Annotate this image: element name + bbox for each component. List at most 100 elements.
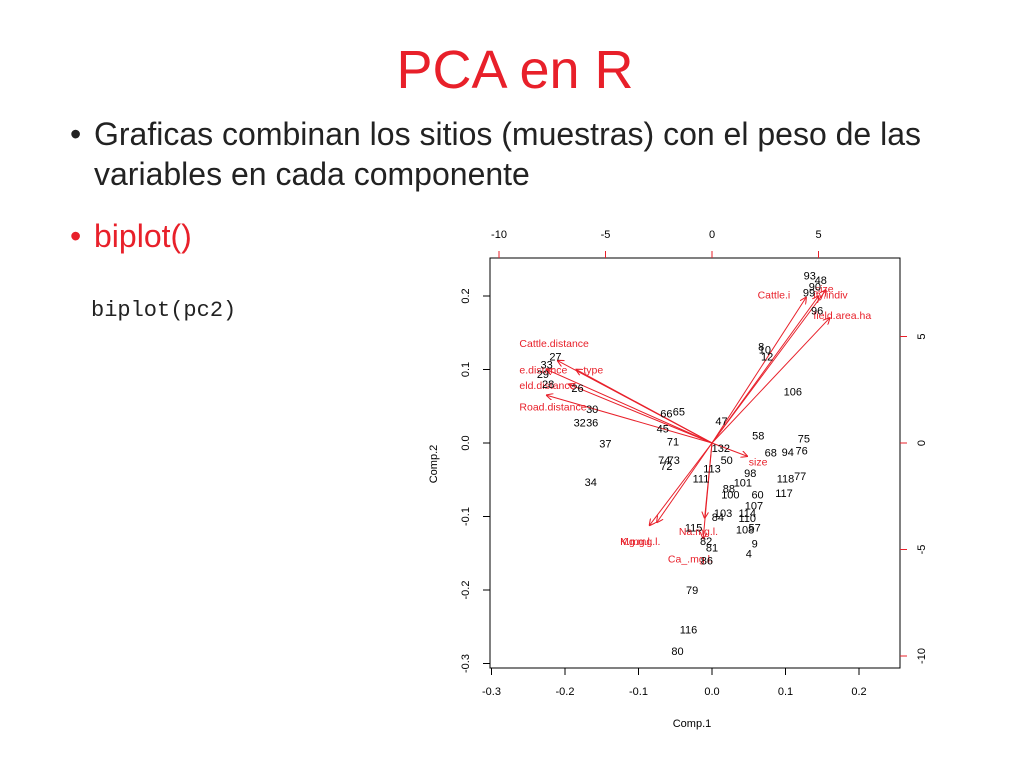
loading-label: e.distance	[519, 365, 567, 377]
site-point: 117	[775, 488, 793, 500]
site-point: 76	[796, 445, 808, 457]
loading-label: Ca_.mg.l.	[668, 553, 713, 565]
site-point: 118	[777, 473, 795, 485]
site-point: 132	[712, 443, 730, 455]
site-point: 99	[803, 287, 815, 299]
site-point: 65	[673, 406, 685, 418]
site-point: 86	[701, 556, 713, 568]
loading-arrow	[547, 370, 713, 444]
site-point: 77	[794, 471, 806, 483]
loading-label: size	[749, 456, 768, 468]
x-tick-label: 0.2	[851, 686, 866, 698]
top-tick-label: -5	[601, 229, 611, 241]
top-tick-label: -10	[491, 229, 507, 241]
axes-layer: -0.3 -0.2 -0.1 0.0 0.1 0.2 -0.3 -0.2 -0.1 0.0 0.1 0…	[460, 229, 928, 698]
site-point: 101	[734, 478, 752, 490]
x-tick-label: -0.1	[629, 686, 648, 698]
site-point: 88	[723, 484, 735, 496]
right-tick-label: -10	[916, 648, 928, 664]
site-point: 113	[703, 464, 721, 476]
y-tick-label: 0.0	[460, 435, 472, 450]
site-point: 9	[752, 539, 758, 551]
loading-arrow	[703, 442, 713, 539]
y-tick-label: -0.2	[460, 581, 472, 600]
loading-arrow	[711, 442, 747, 456]
site-point: 90	[809, 281, 821, 293]
site-point: 29	[537, 369, 549, 381]
loading-arrow	[576, 370, 713, 444]
site-point: 108	[736, 525, 754, 537]
plot-frame	[489, 257, 901, 669]
site-point: 84	[712, 512, 724, 524]
loading-arrow	[650, 442, 713, 525]
loading-arrow	[569, 384, 713, 444]
site-point: 81	[706, 542, 718, 554]
loadings-layer: Cattle.distance e.distance type eld.distanc…	[519, 284, 871, 566]
loading-label: Cattle.distance	[519, 338, 589, 350]
site-point: 32	[574, 417, 586, 429]
loading-label: Mg.mg.l.	[620, 536, 660, 548]
site-point: 82	[700, 536, 712, 548]
site-point: 100	[721, 489, 739, 501]
y-tick-label: -0.1	[460, 507, 472, 526]
right-tick-label: 0	[916, 440, 928, 446]
site-point: 27	[549, 351, 561, 363]
bullet-list: • Graficas combinan los sitios (muestras…	[64, 114, 944, 256]
site-point: 66	[660, 409, 672, 421]
site-point: 74	[658, 455, 670, 467]
site-point: 107	[745, 500, 763, 512]
y-axis-label: Comp.2	[428, 445, 440, 484]
bullet-dot-icon: •	[70, 116, 82, 152]
site-point: 98	[744, 468, 756, 480]
loading-label: size	[815, 284, 834, 296]
x-tick-label: -0.3	[482, 686, 501, 698]
points-layer: 9348909996810121067576947711811760107101…	[537, 270, 827, 658]
bullet-text: biplot()	[94, 218, 192, 254]
site-point: 94	[782, 447, 794, 459]
right-tick-label: -5	[916, 545, 928, 555]
loading-arrow	[547, 395, 713, 444]
y-tick-label: -0.3	[460, 654, 472, 673]
site-point: 10	[759, 345, 771, 357]
site-point: 33	[541, 359, 553, 371]
site-point: 47	[715, 416, 727, 428]
site-point: 110	[739, 513, 757, 525]
bullet-item: • Graficas combinan los sitios (muestras…	[64, 114, 944, 194]
site-point: 60	[751, 489, 763, 501]
site-point: 72	[660, 461, 672, 473]
y-tick-label: 0.1	[460, 362, 472, 377]
site-point: 48	[815, 275, 827, 287]
loading-arrow	[711, 297, 806, 444]
slide-title: PCA en R	[396, 40, 634, 100]
site-point: 103	[714, 508, 732, 520]
site-point: 71	[667, 437, 679, 449]
site-point: 26	[571, 383, 583, 395]
site-point: 116	[680, 625, 698, 637]
bullet-item: • biplot()	[64, 216, 944, 256]
biplot-chart: Cattle.distance e.distance type eld.distanc…	[428, 229, 928, 730]
x-tick-label: -0.2	[556, 686, 575, 698]
site-point: 45	[657, 423, 669, 435]
site-point: 114	[739, 508, 757, 520]
site-point: 58	[752, 431, 764, 443]
site-point: 106	[784, 387, 802, 399]
code-snippet: biplot(pc2)	[91, 298, 237, 323]
site-point: 75	[798, 434, 810, 446]
loading-label: Road.distance	[519, 401, 586, 413]
site-point: 80	[671, 646, 683, 658]
site-point: 4	[746, 548, 752, 560]
site-point: 30	[586, 404, 598, 416]
loading-label: Na.mg.l.	[679, 526, 718, 538]
site-point: 111	[693, 473, 710, 485]
site-point: 79	[686, 585, 698, 597]
loading-label: type	[583, 365, 603, 377]
site-point: 115	[685, 523, 703, 535]
site-point: 28	[542, 379, 554, 391]
loading-label: Cattle.i	[758, 290, 791, 302]
site-point: 96	[811, 306, 823, 318]
loading-label: eld.distance	[519, 380, 575, 392]
site-point: 68	[765, 448, 777, 460]
loading-arrow	[711, 290, 826, 444]
site-point: 93	[804, 270, 816, 282]
x-tick-label: 0.1	[778, 686, 793, 698]
